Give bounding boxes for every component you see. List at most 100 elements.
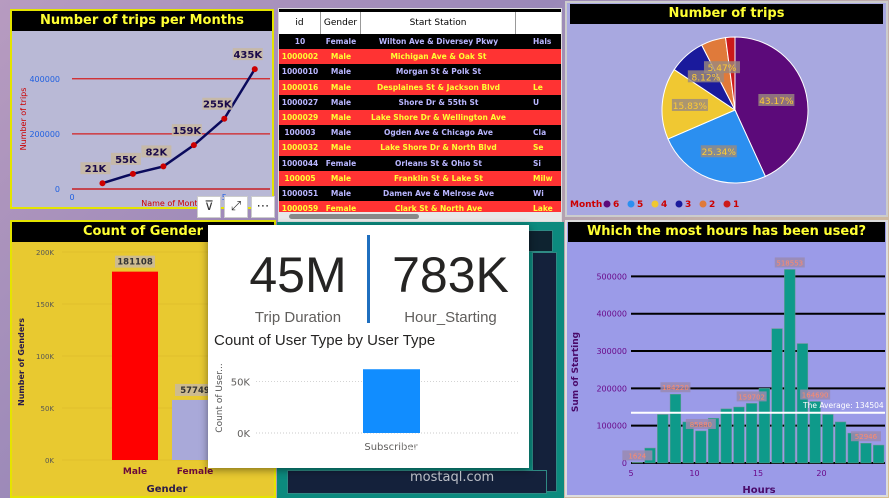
table-row[interactable]: 1000016 Male Desplaines St & Jackson Blvd L… bbox=[279, 79, 561, 95]
gender-xlabel: Gender bbox=[147, 484, 188, 495]
user-type-bar[interactable] bbox=[363, 369, 420, 433]
legend-item[interactable]: 5 bbox=[637, 200, 643, 210]
user-type-ylabel: Count of User... bbox=[215, 363, 225, 432]
legend-item[interactable]: 2 bbox=[709, 200, 715, 210]
table-row[interactable]: 1000044 Female Orleans St & Ohio St Si bbox=[279, 155, 561, 171]
line-ytick: 400000 bbox=[29, 75, 60, 84]
legend-item[interactable]: 3 bbox=[685, 200, 691, 210]
legend-marker bbox=[699, 200, 707, 208]
pie-slice-label: 5.47% bbox=[708, 64, 737, 74]
user-type-chart-title: Count of User Type by User Type bbox=[214, 332, 436, 349]
legend-item[interactable]: 1 bbox=[733, 200, 739, 210]
line-data-label: 55K bbox=[115, 155, 138, 166]
trips-table-panel[interactable]: id Gender Start Station 10 Female Wilton A… bbox=[278, 8, 562, 222]
cell-end-station: Hals bbox=[533, 37, 552, 46]
hours-bar[interactable] bbox=[860, 442, 872, 464]
pie-legend-title: Month bbox=[570, 200, 602, 210]
table-horizontal-scrollbar[interactable] bbox=[279, 212, 561, 221]
cell-id: 1000027 bbox=[281, 97, 319, 107]
line-point bbox=[129, 170, 136, 177]
hours-bar[interactable] bbox=[695, 430, 707, 464]
table-row[interactable]: 1000029 Male Lake Shore Dr & Wellington Av… bbox=[279, 109, 561, 126]
hours-bar[interactable] bbox=[733, 406, 745, 464]
col-id-header[interactable]: id bbox=[279, 12, 321, 34]
trips-per-month-title: Number of trips per Months bbox=[12, 11, 272, 31]
pie-label-bg bbox=[671, 98, 708, 111]
hours-bar[interactable] bbox=[784, 269, 796, 464]
hours-xtick: 20 bbox=[816, 469, 826, 478]
data-label-bg bbox=[110, 152, 141, 165]
teal-inner-panel bbox=[532, 252, 557, 492]
hours-bar[interactable] bbox=[809, 401, 821, 464]
data-label-bg bbox=[202, 97, 233, 110]
pie-label-bg bbox=[703, 61, 740, 74]
table-row[interactable]: 1000027 Male Shore Dr & 55th St U bbox=[279, 94, 561, 110]
hours-bar[interactable] bbox=[631, 462, 643, 464]
hours-data-label: 184220 bbox=[662, 384, 689, 392]
watermark-arabic: مستقل bbox=[395, 440, 437, 456]
focus-mode-icon[interactable]: ⤢ bbox=[224, 196, 248, 218]
watermark-latin: mostaql.com bbox=[410, 470, 495, 485]
table-row[interactable]: 1000002 Male Michigan Ave & Oak St bbox=[279, 49, 561, 65]
trips-per-month-panel[interactable]: Number of trips per Months Number of tri… bbox=[10, 9, 274, 209]
line-point bbox=[251, 66, 258, 73]
hours-bar[interactable] bbox=[771, 328, 783, 464]
hours-bar[interactable] bbox=[657, 414, 669, 464]
table-row[interactable]: 1000010 Male Morgan St & Polk St bbox=[279, 64, 561, 80]
col-end-header[interactable] bbox=[516, 12, 561, 34]
filter-icon[interactable]: ⊽ bbox=[197, 196, 221, 218]
table-row[interactable]: 1000032 Male Lake Shore Dr & North Blvd Se bbox=[279, 140, 561, 156]
pie-slice-label: 25.34% bbox=[702, 148, 737, 158]
hours-bar[interactable] bbox=[720, 408, 732, 464]
cell-start-station: Franklin St & Lake St bbox=[394, 173, 483, 183]
legend-item[interactable]: 6 bbox=[613, 200, 619, 210]
cell-end-station: Si bbox=[533, 158, 541, 168]
hours-bar[interactable] bbox=[796, 343, 809, 464]
table-row[interactable]: 100003 Male Ogden Ave & Chicago Ave Cla bbox=[279, 125, 561, 141]
teal-bottom-panel bbox=[287, 470, 547, 494]
hours-bar[interactable] bbox=[822, 414, 834, 464]
hours-bar[interactable] bbox=[707, 417, 720, 464]
col-start-station-header[interactable]: Start Station bbox=[361, 12, 516, 34]
table-row[interactable]: 100005 Male Franklin St & Lake St Milw bbox=[279, 170, 561, 186]
hours-bar[interactable] bbox=[669, 393, 682, 464]
hours-xtick: 10 bbox=[689, 469, 699, 478]
scrollbar-thumb[interactable] bbox=[289, 214, 419, 219]
pie-slice[interactable] bbox=[724, 36, 736, 111]
trips-per-month-chart[interactable]: Number of trips Name of Month 0 200000 400… bbox=[12, 29, 272, 209]
cell-end-station: Cla bbox=[533, 128, 547, 138]
hours-chart[interactable]: Sum of Starting Hours 0 100000 200000 30000… bbox=[567, 242, 886, 496]
gender-chart[interactable]: Number of Genders Gender 0K 50K 100K 150K 20… bbox=[12, 242, 274, 498]
pie-title: Number of trips bbox=[570, 4, 883, 24]
table-row[interactable]: 1000051 Male Damen Ave & Melrose Ave Wi bbox=[279, 185, 561, 202]
table-row[interactable]: 10 Female Wilton Ave & Diversey Pkwy Hals bbox=[279, 34, 561, 50]
hours-data-label: 52946 bbox=[855, 433, 878, 441]
hours-bar[interactable] bbox=[746, 403, 758, 464]
hours-data-label: 1624 bbox=[628, 452, 646, 460]
cell-id: 1000010 bbox=[281, 67, 319, 77]
cell-end-station: Lake bbox=[533, 204, 553, 214]
hours-bar[interactable] bbox=[834, 421, 847, 464]
hours-bar[interactable] bbox=[873, 444, 885, 464]
pie-label-bg bbox=[700, 145, 737, 158]
line-point bbox=[99, 180, 106, 187]
hours-ytick: 200000 bbox=[596, 384, 627, 393]
user-ytick: 50K bbox=[231, 378, 251, 389]
cell-start-station: Clark St & North Ave bbox=[394, 204, 483, 214]
hours-data-label: 85880 bbox=[690, 421, 712, 429]
hours-bar[interactable] bbox=[758, 388, 770, 464]
user-type-chart[interactable]: Count of User... 0K 50K Subscriber bbox=[208, 353, 529, 468]
cell-gender: Male bbox=[330, 97, 352, 107]
hours-ytick: 0 bbox=[622, 459, 627, 468]
gender-bar[interactable] bbox=[112, 271, 158, 460]
col-gender-header[interactable]: Gender bbox=[321, 12, 361, 34]
cell-id: 1000029 bbox=[281, 112, 319, 122]
number-of-trips-pie-panel[interactable]: Number of trips 43.17% 25.34% 15.83% 8.12% 5… bbox=[565, 1, 888, 217]
more-options-icon[interactable]: ⋯ bbox=[251, 196, 275, 218]
pie-slice[interactable] bbox=[734, 36, 809, 178]
most-hours-panel[interactable]: Which the most hours has been used? Sum … bbox=[565, 220, 888, 497]
kpi-card-panel[interactable]: 45M Trip Duration 783K Hour_Starting Cou… bbox=[208, 225, 529, 468]
cell-start-station: Lake Shore Dr & North Blvd bbox=[380, 143, 497, 153]
legend-item[interactable]: 4 bbox=[661, 200, 667, 210]
pie-chart[interactable]: 43.17% 25.34% 15.83% 8.12%5.47% Month 6 5 4 3 2… bbox=[567, 25, 886, 215]
